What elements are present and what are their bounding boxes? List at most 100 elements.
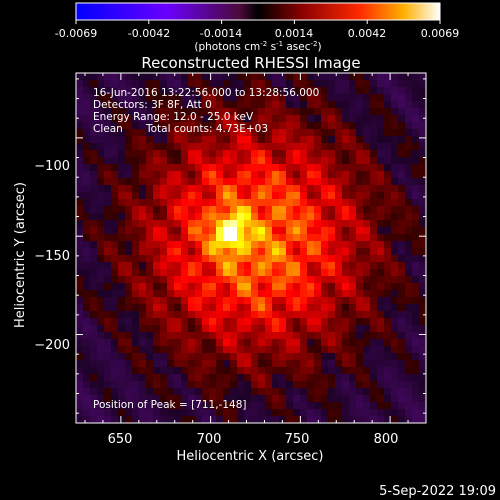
heatmap-cell: [111, 115, 119, 123]
heatmap-cell: [230, 402, 238, 410]
heatmap-cell: [286, 227, 294, 235]
heatmap-cell: [230, 185, 238, 193]
heatmap-cell: [118, 234, 126, 242]
heatmap-cell: [97, 409, 105, 417]
heatmap-cell: [251, 185, 259, 193]
heatmap-cell: [104, 304, 112, 312]
heatmap-cell: [391, 304, 399, 312]
heatmap-cell: [223, 220, 231, 228]
heatmap-cell: [251, 395, 259, 403]
heatmap-cell: [293, 213, 301, 221]
heatmap-cell: [111, 269, 119, 277]
heatmap-cell: [342, 206, 350, 214]
heatmap-cell: [146, 143, 154, 151]
heatmap-cell: [104, 374, 112, 382]
heatmap-cell: [76, 346, 84, 354]
heatmap-cell: [111, 283, 119, 291]
heatmap-cell: [83, 199, 91, 207]
heatmap-cell: [230, 318, 238, 326]
heatmap-cell: [216, 73, 224, 81]
heatmap-cell: [370, 248, 378, 256]
heatmap-cell: [97, 80, 105, 88]
heatmap-cell: [328, 283, 336, 291]
heatmap-cell: [335, 220, 343, 228]
heatmap-cell: [223, 122, 231, 130]
heatmap-cell: [258, 402, 266, 410]
heatmap-cell: [104, 150, 112, 158]
heatmap-cell: [216, 80, 224, 88]
heatmap-cell: [391, 339, 399, 347]
heatmap-cell: [160, 402, 168, 410]
heatmap-cell: [132, 227, 140, 235]
heatmap-cell: [132, 374, 140, 382]
heatmap-cell: [153, 304, 161, 312]
heatmap-cell: [349, 136, 357, 144]
heatmap-cell: [230, 73, 238, 81]
heatmap-cell: [293, 381, 301, 389]
heatmap-cell: [90, 388, 98, 396]
heatmap-cell: [328, 339, 336, 347]
heatmap-cell: [188, 94, 196, 102]
heatmap-cell: [293, 164, 301, 172]
heatmap-cell: [202, 318, 210, 326]
heatmap-cell: [209, 269, 217, 277]
heatmap-cell: [132, 108, 140, 116]
heatmap-cell: [188, 332, 196, 340]
heatmap-cell: [146, 220, 154, 228]
heatmap-cell: [104, 325, 112, 333]
heatmap-cell: [314, 80, 322, 88]
heatmap-cell: [335, 73, 343, 81]
heatmap-cell: [223, 255, 231, 263]
heatmap-cell: [419, 255, 426, 263]
heatmap-cell: [293, 80, 301, 88]
heatmap-cell: [321, 241, 329, 249]
heatmap-cell: [370, 220, 378, 228]
heatmap-cell: [342, 199, 350, 207]
heatmap-cell: [328, 297, 336, 305]
heatmap-cell: [139, 374, 147, 382]
heatmap-cell: [286, 136, 294, 144]
heatmap-cell: [195, 332, 203, 340]
heatmap-cell: [104, 108, 112, 116]
heatmap-cell: [83, 234, 91, 242]
heatmap-cell: [76, 325, 84, 333]
heatmap-cell: [258, 80, 266, 88]
heatmap-cell: [174, 311, 182, 319]
heatmap-cell: [97, 346, 105, 354]
heatmap-cell: [335, 402, 343, 410]
heatmap-cell: [174, 87, 182, 95]
heatmap-cell: [160, 101, 168, 109]
heatmap-cell: [286, 388, 294, 396]
heatmap-cell: [286, 311, 294, 319]
heatmap-cell: [118, 122, 126, 130]
heatmap-cell: [167, 101, 175, 109]
heatmap-cell: [90, 87, 98, 95]
heatmap-cell: [314, 283, 322, 291]
heatmap-cell: [342, 318, 350, 326]
heatmap-cell: [265, 164, 273, 172]
heatmap-cell: [83, 185, 91, 193]
heatmap-cell: [391, 171, 399, 179]
heatmap-cell: [300, 136, 308, 144]
heatmap-cell: [342, 346, 350, 354]
heatmap-cell: [153, 101, 161, 109]
heatmap-cell: [300, 206, 308, 214]
heatmap-cell: [125, 80, 133, 88]
heatmap-cell: [356, 157, 364, 165]
heatmap-cell: [132, 409, 140, 417]
heatmap-cell: [251, 381, 259, 389]
heatmap-cell: [202, 234, 210, 242]
heatmap-cell: [188, 136, 196, 144]
heatmap-cell: [76, 199, 84, 207]
heatmap-cell: [104, 122, 112, 130]
heatmap-cell: [153, 94, 161, 102]
heatmap-cell: [118, 283, 126, 291]
heatmap-cell: [146, 122, 154, 130]
heatmap-cell: [202, 192, 210, 200]
heatmap-cell: [230, 150, 238, 158]
heatmap-cell: [286, 318, 294, 326]
heatmap-cell: [272, 94, 280, 102]
heatmap-cell: [405, 346, 413, 354]
heatmap-cell: [307, 248, 315, 256]
heatmap-cell: [216, 185, 224, 193]
